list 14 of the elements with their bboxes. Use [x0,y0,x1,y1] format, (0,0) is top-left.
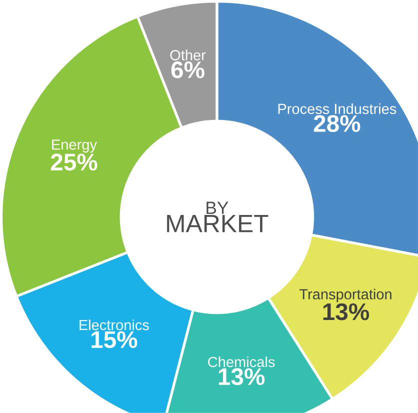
slice-label: Electronics [80,320,149,330]
slice-label: Other [170,50,206,60]
data-label: 25% [50,154,98,171]
data-label: 6% [171,61,204,78]
data-label: 13% [218,368,265,386]
data-label: 13% [323,303,370,320]
slice-label: Energy [52,140,97,153]
data-label: 15% [92,331,138,348]
slice-label: Chemicals [208,356,275,368]
slice-label: Transportation [299,288,392,302]
data-label: 28% [314,115,360,132]
text: BY [206,202,228,214]
slice-label: Process Industries [278,103,396,114]
text: MARKET [167,215,268,232]
